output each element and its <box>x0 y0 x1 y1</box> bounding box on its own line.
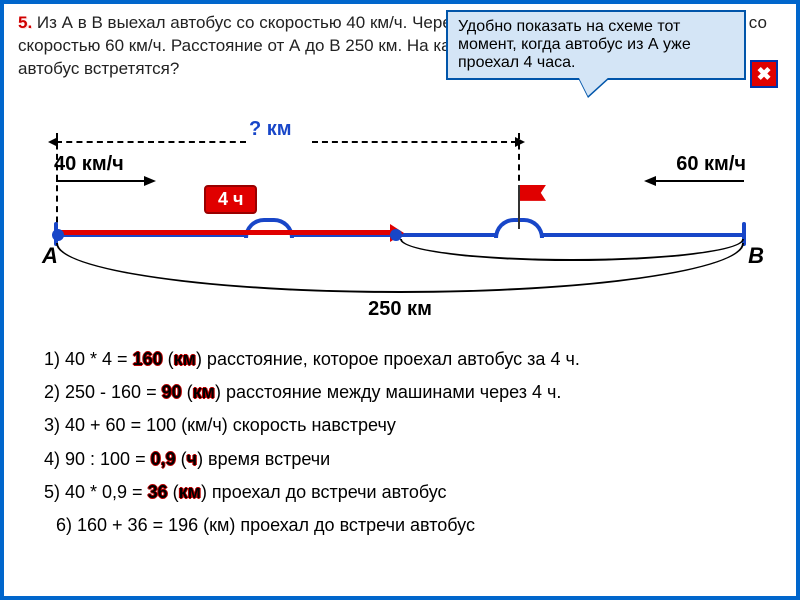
step4-post: ) время встречи <box>197 449 330 469</box>
hint-tooltip: Удобно показать на схеме тот момент, ког… <box>446 10 746 80</box>
bus-travelled-line <box>56 230 396 235</box>
close-icon: ✖ <box>756 64 771 84</box>
car-arrow-icon <box>654 180 744 182</box>
total-distance-label: 250 км <box>368 298 432 321</box>
step2-ans: 90 <box>162 382 182 402</box>
step-4: 4) 90 : 100 = 0,9 (ч) время встречи <box>44 443 766 476</box>
step2-pre: 2) 250 - 160 = <box>44 382 162 402</box>
step1-unit: км <box>174 349 196 369</box>
point-b-label: В <box>748 243 764 269</box>
total-brace-icon <box>56 243 744 293</box>
step4-ans: 0,9 <box>151 449 176 469</box>
step2-unit: км <box>193 382 215 402</box>
step4-unit: ч <box>187 449 197 469</box>
meeting-flag-icon <box>518 185 520 229</box>
step-1: 1) 40 * 4 = 160 (км) расстояние, которое… <box>44 343 766 376</box>
step-3: 3) 40 + 60 = 100 (км/ч) скорость навстре… <box>44 409 766 442</box>
step5-pre: 5) 40 * 0,9 = <box>44 482 148 502</box>
time-badge: 4 ч <box>204 185 257 214</box>
car-speed-label: 60 км/ч <box>676 153 746 176</box>
step-5: 5) 40 * 0,9 = 36 (км) проехал до встречи… <box>44 476 766 509</box>
bus-speed-label: 40 км/ч <box>54 153 124 176</box>
step-2: 2) 250 - 160 = 90 (км) расстояние между … <box>44 376 766 409</box>
step1-pre: 1) 40 * 4 = <box>44 349 133 369</box>
close-button[interactable]: ✖ <box>750 60 778 88</box>
step4-pre: 4) 90 : 100 = <box>44 449 151 469</box>
step1-paren: ( <box>163 349 174 369</box>
step1-post: ) расстояние, которое проехал автобус за… <box>196 349 580 369</box>
question-distance-label: ? км <box>249 118 292 141</box>
step5-paren: ( <box>168 482 179 502</box>
bus-arrow-icon <box>56 180 146 182</box>
step5-unit: км <box>179 482 201 502</box>
solution-steps: 1) 40 * 4 = 160 (км) расстояние, которое… <box>4 343 796 543</box>
step1-ans: 160 <box>133 349 163 369</box>
step2-paren: ( <box>182 382 193 402</box>
step5-post: ) проехал до встречи автобус <box>201 482 447 502</box>
motion-diagram: ? км 40 км/ч 60 км/ч 4 ч А В 250 км <box>34 123 766 323</box>
hint-text: Удобно показать на схеме тот момент, ког… <box>458 18 691 71</box>
top-dim-right <box>312 141 517 143</box>
top-dim-left <box>56 141 246 143</box>
vline-a <box>56 133 58 233</box>
step-6: 6) 160 + 36 = 196 (км) проехал до встреч… <box>44 509 766 542</box>
step5-ans: 36 <box>148 482 168 502</box>
step4-paren: ( <box>176 449 187 469</box>
problem-number: 5. <box>18 13 32 32</box>
point-a-dot-icon <box>52 229 64 241</box>
point-a-label: А <box>42 243 58 269</box>
vehicle-bump-1-icon <box>244 218 294 238</box>
step2-post: ) расстояние между машинами через 4 ч. <box>215 382 561 402</box>
bus-pos-dot-icon <box>390 229 402 241</box>
